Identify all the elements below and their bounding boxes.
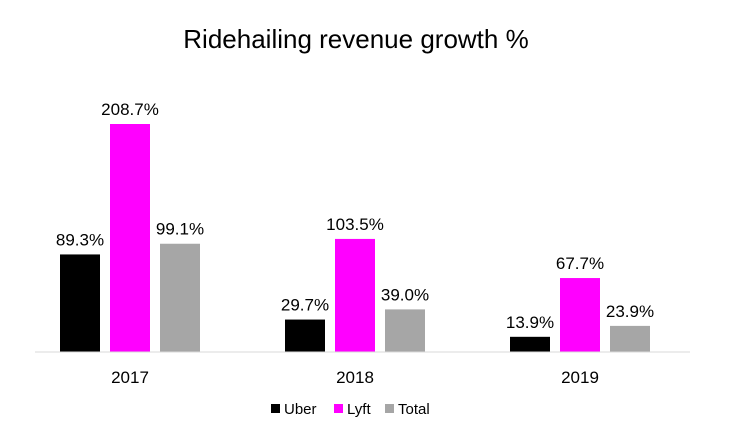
- bar-uber-2018: [285, 319, 325, 352]
- legend: Uber Lyft Total: [271, 401, 430, 418]
- data-label-lyft-2017: 208.7%: [101, 100, 159, 119]
- bar-lyft-2017: [110, 124, 150, 352]
- legend-swatch-total: [385, 404, 394, 413]
- bar-uber-2019: [510, 336, 550, 352]
- legend-label-total: Total: [398, 401, 430, 418]
- x-tick-label-2018: 2018: [336, 368, 374, 387]
- data-label-uber-2018: 29.7%: [281, 296, 329, 315]
- data-label-total-2018: 39.0%: [381, 285, 429, 304]
- bar-total-2018: [385, 309, 425, 352]
- legend-swatch-lyft: [334, 404, 343, 413]
- data-label-total-2017: 99.1%: [156, 220, 204, 239]
- data-label-lyft-2018: 103.5%: [326, 215, 384, 234]
- data-label-uber-2019: 13.9%: [506, 313, 554, 332]
- x-tick-label-2017: 2017: [111, 368, 149, 387]
- legend-swatch-uber: [271, 404, 280, 413]
- x-tick-label-2019: 2019: [561, 368, 599, 387]
- legend-label-lyft: Lyft: [347, 401, 371, 418]
- x-axis-ticks: 2017 2018 2019: [111, 368, 599, 387]
- bar-lyft-2018: [335, 238, 375, 352]
- chart-title: Ridehailing revenue growth %: [183, 24, 528, 54]
- data-label-total-2019: 23.9%: [606, 302, 654, 321]
- bar-lyft-2019: [560, 278, 600, 352]
- legend-label-uber: Uber: [284, 401, 317, 418]
- data-label-uber-2017: 89.3%: [56, 230, 104, 249]
- data-label-lyft-2019: 67.7%: [556, 254, 604, 273]
- bar-total-2017: [160, 243, 200, 352]
- plot-area: 89.3% 29.7% 13.9% 208.7% 103.5% 67.7% 99.1% 39.…: [56, 100, 654, 352]
- bar-total-2019: [610, 325, 650, 352]
- bar-uber-2017: [60, 254, 100, 352]
